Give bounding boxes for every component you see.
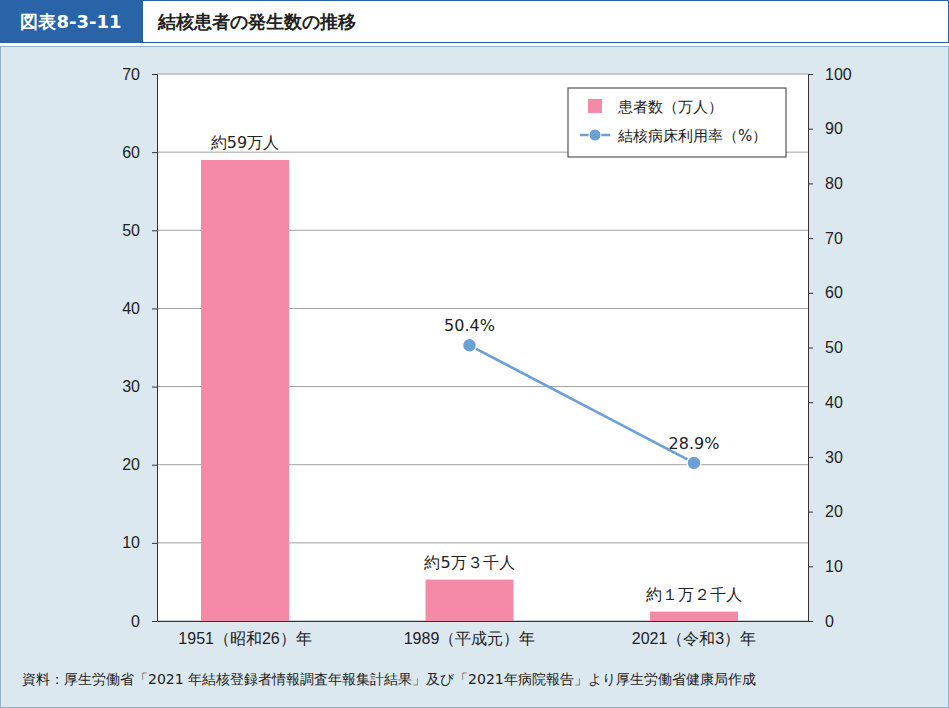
y2-tick-mark	[808, 238, 813, 239]
x-tick-label: 2021（令和3）年	[632, 630, 757, 647]
y2-tick: 80	[808, 175, 843, 192]
y-tick: 50	[122, 222, 157, 239]
data-label: 約１万２千人	[646, 585, 742, 604]
data-label: 50.4%	[444, 316, 495, 335]
marker	[462, 338, 476, 352]
y-tick-mark	[152, 308, 157, 309]
x-tick-label: 1951（昭和26）年	[178, 630, 311, 647]
y2-tick-mark	[808, 621, 813, 622]
y-tick-mark	[152, 465, 157, 466]
x-axis-line	[158, 621, 809, 622]
y-tick: 70	[122, 66, 157, 83]
header-frame	[1, 1, 949, 43]
legend-marker	[589, 129, 601, 141]
grid	[157, 74, 808, 621]
y-tick-mark	[152, 543, 157, 544]
x-tick-label: 1989（平成元）年	[404, 630, 536, 647]
data-label: 約5万３千人	[424, 553, 514, 572]
y-tick: 30	[122, 378, 157, 395]
plot-area	[157, 74, 808, 621]
y2-tick-label: 0	[825, 613, 834, 630]
header-label-box	[0, 0, 143, 43]
y2-tick: 10	[808, 558, 843, 575]
legend-box	[568, 88, 786, 157]
y-tick-mark	[152, 230, 157, 231]
y2-tick-label: 30	[825, 449, 843, 466]
y2-tick: 60	[808, 284, 843, 301]
y2-tick: 90	[808, 120, 843, 137]
y-tick-label: 30	[122, 378, 140, 395]
y2-tick-label: 10	[825, 558, 843, 575]
y-tick-label: 40	[122, 300, 140, 317]
y-tick-mark	[152, 387, 157, 388]
y2-tick: 40	[808, 394, 843, 411]
y2-tick-mark	[808, 457, 813, 458]
y2-tick-mark	[808, 293, 813, 294]
data-labels: 約59万人約5万３千人約１万２千人 50.4% 28.9%	[211, 133, 742, 604]
y2-axis-line	[809, 75, 814, 622]
y-tick-mark	[152, 621, 157, 622]
x-axis: 1951（昭和26）年 1989（平成元）年 2021（令和3）年	[158, 622, 809, 648]
grid-line	[157, 74, 808, 75]
y-tick-label: 60	[122, 144, 140, 161]
y2-tick-mark	[808, 183, 813, 184]
y-tick: 10	[122, 534, 157, 551]
y2-tick-label: 40	[825, 394, 843, 411]
y2-tick: 70	[808, 230, 843, 247]
chart: 図表8-3-11 結核患者の発生数の推移 0 10 20 30 40 50 60 70 0 10 20 3…	[0, 0, 949, 708]
title: 結核患者の発生数の推移	[157, 11, 356, 32]
figure-label: 図表8-3-11	[20, 11, 121, 32]
y-tick: 0	[131, 613, 157, 630]
y2-tick-mark	[808, 129, 813, 130]
y-tick: 60	[122, 144, 157, 161]
y2-tick-label: 100	[825, 66, 852, 83]
y2-tick-mark	[808, 566, 813, 567]
y2-tick-label: 20	[825, 503, 843, 520]
legend-label: 結核病床利用率（%）	[617, 127, 767, 145]
y-tick-label: 50	[122, 222, 140, 239]
marks	[201, 160, 738, 621]
y-tick-label: 70	[122, 66, 140, 83]
y2-tick-mark	[808, 512, 813, 513]
y-tick: 40	[122, 300, 157, 317]
x-tick: 1951（昭和26）年	[178, 630, 311, 647]
y-axis: 0 10 20 30 40 50 60 70	[122, 66, 157, 630]
legend-swatch	[588, 99, 602, 113]
line	[470, 345, 694, 463]
y2-tick-label: 50	[825, 339, 843, 356]
x-tick: 1989（平成元）年	[404, 630, 536, 647]
y-tick-label: 0	[131, 613, 140, 630]
y-tick: 20	[122, 456, 157, 473]
y-tick-mark	[152, 74, 157, 75]
y-axis-line	[152, 75, 158, 622]
y2-tick: 20	[808, 503, 843, 520]
source: 資料：厚生労働省「2021 年結核登録者情報調査年報集計結果」及び「2021年病…	[22, 671, 756, 687]
y2-tick: 30	[808, 449, 843, 466]
y-tick-label: 20	[122, 456, 140, 473]
y-tick-mark	[152, 152, 157, 153]
y2-tick-label: 80	[825, 175, 843, 192]
marker	[687, 456, 701, 470]
y2-tick: 50	[808, 339, 843, 356]
bar	[650, 612, 738, 621]
y2-tick-label: 60	[825, 284, 843, 301]
legend: 患者数（万人） 結核病床利用率（%）	[568, 88, 786, 157]
legend-label: 患者数（万人）	[617, 98, 723, 116]
y2-tick-mark	[808, 402, 813, 403]
data-label: 28.9%	[669, 434, 720, 453]
y2-tick: 100	[808, 66, 852, 83]
y2-tick-label: 90	[825, 120, 843, 137]
y2-tick-mark	[808, 74, 813, 75]
y2-tick: 0	[808, 613, 834, 630]
panel	[1, 47, 949, 708]
y-tick-label: 10	[122, 534, 140, 551]
y2-axis: 0 10 20 30 40 50 60 70 80 90 100	[808, 66, 852, 630]
y2-tick-mark	[808, 348, 813, 349]
y2-tick-label: 70	[825, 230, 843, 247]
x-tick: 2021（令和3）年	[632, 630, 757, 647]
bar	[426, 580, 514, 621]
bar	[201, 160, 289, 621]
data-label: 約59万人	[211, 133, 279, 152]
